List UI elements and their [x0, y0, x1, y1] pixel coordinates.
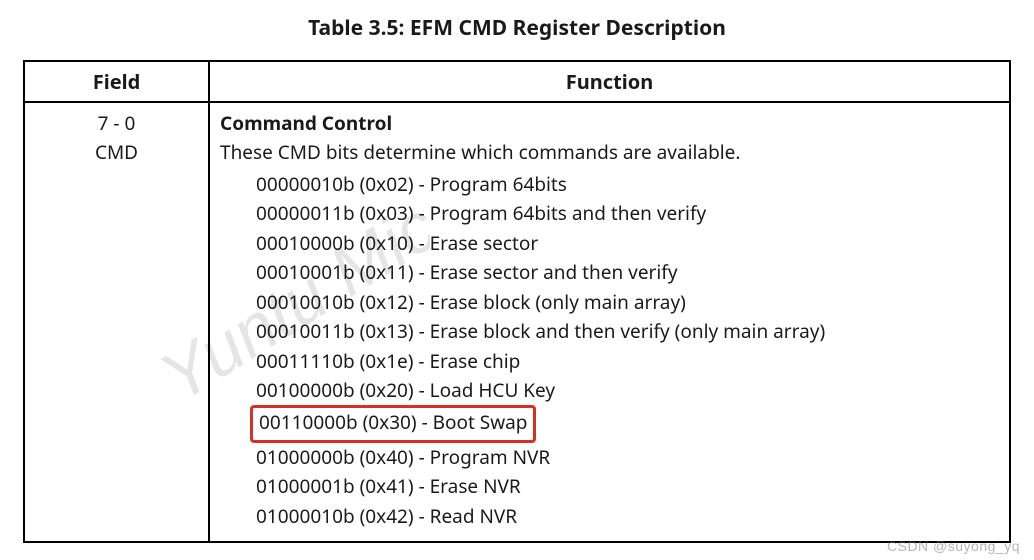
command-item: 00010000b (0x10) - Erase sector [252, 229, 542, 258]
command-item: 00011110b (0x1e) - Erase chip [252, 347, 524, 376]
header-row: Field Function [24, 61, 1010, 102]
command-item: 00010011b (0x13) - Erase block and then … [252, 317, 829, 346]
highlighted-command: 00110000b (0x30) - Boot Swap [250, 405, 536, 442]
command-item: 00100000b (0x20) - Load HCU Key [252, 376, 559, 405]
list-item: 00011110b (0x1e) - Erase chip [252, 347, 999, 376]
list-item: 01000001b (0x41) - Erase NVR [252, 472, 999, 501]
table-row: 7 - 0 CMD Command Control These CMD bits… [24, 102, 1010, 542]
list-item: 01000010b (0x42) - Read NVR [252, 502, 999, 531]
list-item: 00010011b (0x13) - Erase block and then … [252, 317, 999, 346]
command-item: 00000010b (0x02) - Program 64bits [252, 170, 571, 199]
list-item: 00010010b (0x12) - Erase block (only mai… [252, 288, 999, 317]
command-item: 01000000b (0x40) - Program NVR [252, 443, 554, 472]
command-description: These CMD bits determine which commands … [220, 138, 999, 167]
list-item: 00100000b (0x20) - Load HCU Key [252, 376, 999, 405]
header-field: Field [24, 61, 209, 102]
list-item: 00010000b (0x10) - Erase sector [252, 229, 999, 258]
list-item: 01000000b (0x40) - Program NVR [252, 443, 999, 472]
field-name: CMD [35, 138, 198, 167]
list-item: 00000011b (0x03) - Program 64bits and th… [252, 199, 999, 228]
register-table: Field Function 7 - 0 CMD Command Control… [23, 60, 1011, 543]
command-heading: Command Control [220, 109, 999, 138]
command-item: 00010010b (0x12) - Erase block (only mai… [252, 288, 690, 317]
command-item: 00000011b (0x03) - Program 64bits and th… [252, 199, 710, 228]
list-item: 00110000b (0x30) - Boot Swap [252, 405, 999, 442]
credit-text: CSDN @suyong_yq [887, 538, 1020, 554]
list-item: 00000010b (0x02) - Program 64bits [252, 170, 999, 199]
field-bits: 7 - 0 [35, 109, 198, 138]
command-item: 01000001b (0x41) - Erase NVR [252, 472, 525, 501]
function-cell: Command Control These CMD bits determine… [209, 102, 1010, 542]
header-function: Function [209, 61, 1010, 102]
list-item: 00010001b (0x11) - Erase sector and then… [252, 258, 999, 287]
table-title: Table 3.5: EFM CMD Register Description [0, 14, 1034, 42]
field-cell: 7 - 0 CMD [24, 102, 209, 542]
command-item: 00010001b (0x11) - Erase sector and then… [252, 258, 682, 287]
command-list: 00000010b (0x02) - Program 64bits0000001… [220, 170, 999, 531]
command-item: 01000010b (0x42) - Read NVR [252, 502, 521, 531]
